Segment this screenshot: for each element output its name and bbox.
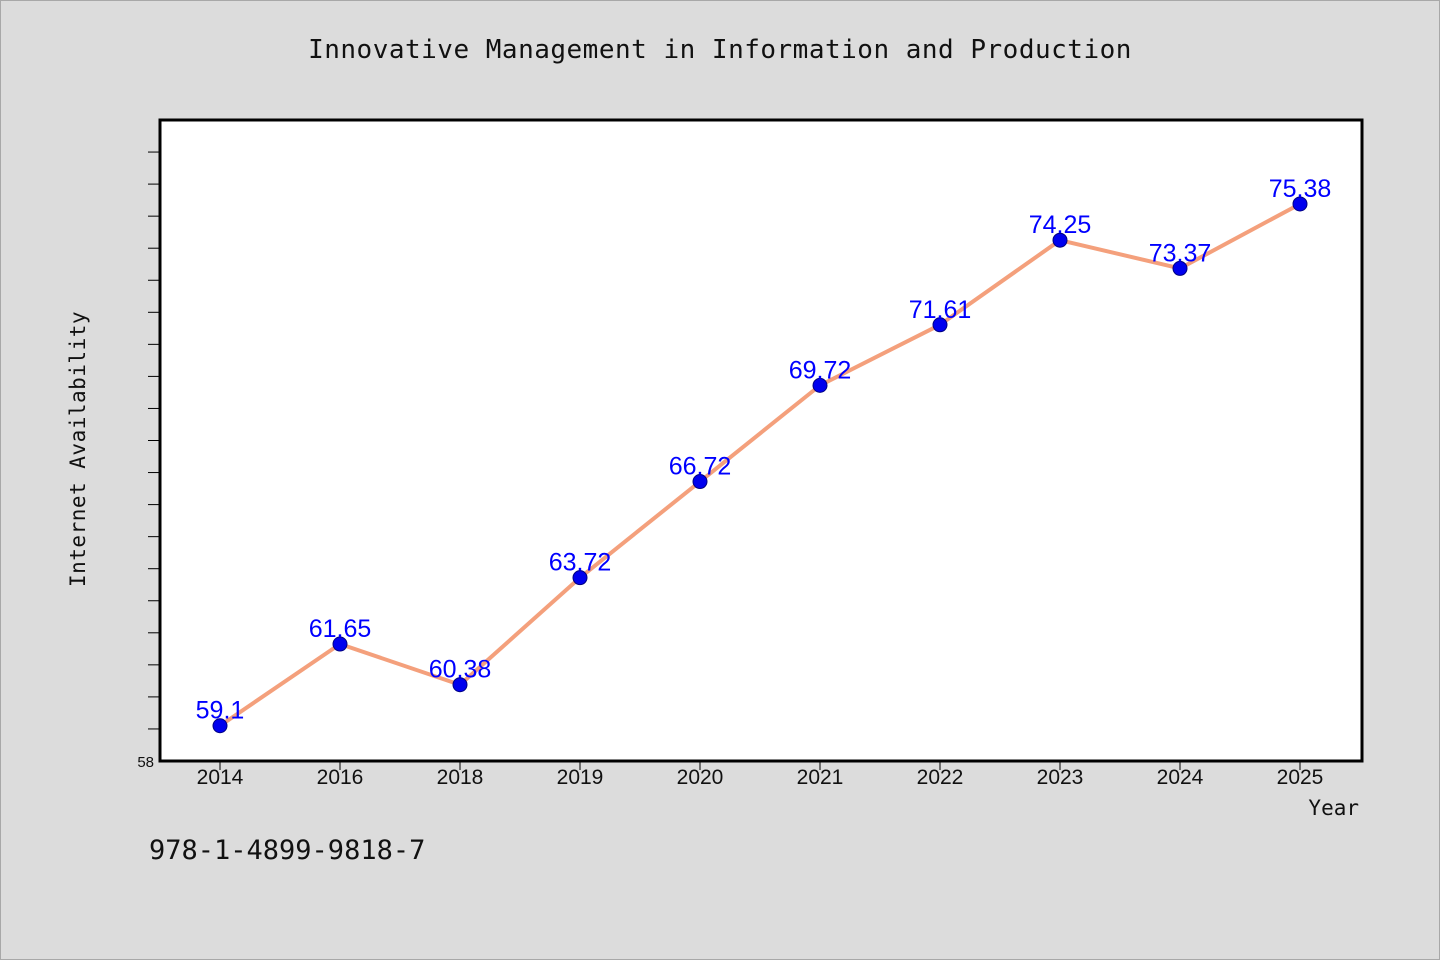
data-point [932, 317, 948, 333]
x-tick-label: 2014 [197, 766, 244, 789]
x-tick-label: 2016 [317, 766, 364, 789]
data-point [572, 570, 588, 586]
data-point [692, 474, 708, 490]
x-tick-label: 2025 [1277, 766, 1324, 789]
data-label: 61.65 [309, 615, 372, 643]
footer-isbn: 978-1-4899-9818-7 [149, 835, 426, 866]
x-tick-label: 2019 [557, 766, 604, 789]
data-label: 69.72 [789, 356, 852, 384]
data-point [332, 636, 348, 652]
data-point [1172, 260, 1188, 276]
data-label: 66.72 [669, 453, 732, 481]
data-point [212, 718, 228, 734]
y-tick-label: 58 [137, 754, 154, 771]
data-label: 63.72 [549, 549, 612, 577]
data-point [1052, 232, 1068, 248]
series-group [212, 196, 1308, 734]
x-tick-label: 2022 [917, 766, 964, 789]
chart-title: Innovative Management in Information and… [308, 35, 1132, 65]
x-tick-label: 2021 [797, 766, 844, 789]
x-tick-label: 2018 [437, 766, 484, 789]
data-point [812, 377, 828, 393]
data-label: 71.61 [909, 296, 972, 324]
x-tick-label: 2020 [677, 766, 724, 789]
data-label: 59.1 [196, 697, 245, 725]
data-label: 73.37 [1149, 239, 1212, 267]
data-label: 74.25 [1029, 211, 1092, 239]
series-line [218, 202, 1301, 728]
x-axis-label: Year [1308, 796, 1359, 820]
data-point [1292, 196, 1308, 212]
data-labels-group: 59.1 61.65 60.38 63.72 66.72 69.72 71.61 74.25 7… [196, 175, 1332, 725]
x-tick-label: 2023 [1037, 766, 1084, 789]
data-label: 60.38 [429, 656, 492, 684]
plot-area [158, 118, 1364, 763]
data-label: 75.38 [1269, 175, 1332, 203]
data-point [452, 677, 468, 693]
x-tick-label: 2024 [1157, 766, 1204, 789]
x-axis-ticks: 2014 2016 2018 2019 2020 2021 2022 2023 2024 2025 [197, 761, 1324, 789]
y-axis-ticks: 58 [137, 151, 160, 771]
